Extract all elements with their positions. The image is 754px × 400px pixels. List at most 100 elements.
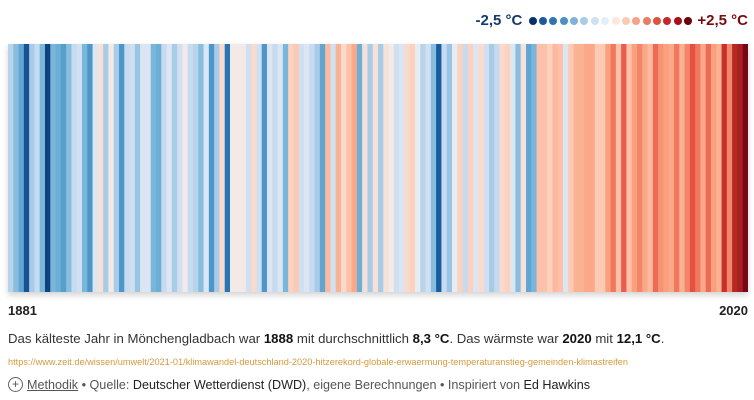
stripe-1936	[298, 44, 305, 292]
stripe-1945	[346, 44, 352, 292]
stripe-1951	[378, 44, 384, 292]
stripe-1948	[362, 44, 368, 292]
stripe-1906	[140, 44, 146, 292]
stripe-1917	[198, 44, 204, 292]
legend: -2,5 °C +2,5 °C	[476, 12, 748, 29]
stripe-1884	[23, 44, 30, 292]
stripe-2000	[637, 44, 643, 292]
stripe-1963	[441, 44, 448, 292]
stripe-1987	[568, 44, 574, 292]
stripe-1974	[499, 44, 506, 292]
stripe-1997	[621, 44, 627, 292]
stripe-2007	[674, 44, 680, 292]
stripe-1930	[267, 44, 273, 292]
end-year-label: 2020	[719, 303, 748, 318]
legend-dot	[673, 16, 682, 25]
stripe-1954	[393, 44, 400, 292]
start-year-label: 1881	[8, 303, 37, 318]
stripe-1890	[55, 44, 62, 292]
stripe-2018	[732, 44, 738, 292]
stripe-1892	[66, 44, 72, 292]
stripe-1920	[214, 44, 220, 292]
stripe-1928	[256, 44, 263, 292]
stripe-1907	[145, 44, 152, 292]
stripe-1889	[50, 44, 56, 292]
stripe-1912	[171, 44, 178, 292]
summary-part: .	[660, 331, 665, 346]
stripe-1913	[177, 44, 183, 292]
stripe-1916	[193, 44, 199, 292]
stripe-1899	[103, 44, 109, 292]
stripe-2008	[679, 44, 685, 292]
stripe-1957	[409, 44, 416, 292]
stripe-1998	[626, 44, 633, 292]
stripe-1911	[166, 44, 173, 292]
stripe-1993	[600, 44, 606, 292]
stripe-1990	[584, 44, 590, 292]
stripe-1953	[388, 44, 395, 292]
stripe-2014	[711, 44, 717, 292]
stripe-1881	[8, 44, 14, 292]
stripe-1914	[182, 44, 189, 292]
stripe-1886	[34, 44, 41, 292]
legend-dot	[538, 16, 547, 25]
stripe-1992	[594, 44, 601, 292]
stripe-1976	[510, 44, 516, 292]
stripe-2009	[684, 44, 691, 292]
legend-dot	[559, 16, 568, 25]
legend-dot	[611, 16, 620, 25]
stripe-1968	[467, 44, 474, 292]
stripe-2006	[668, 44, 675, 292]
stripe-1967	[462, 44, 469, 292]
stripe-1942	[330, 44, 337, 292]
plus-circle-icon[interactable]: +	[8, 377, 23, 392]
legend-color-scale	[527, 16, 693, 25]
stripe-1900	[108, 44, 115, 292]
stripe-1999	[631, 44, 638, 292]
legend-dot	[663, 16, 672, 25]
stripe-1934	[288, 44, 294, 292]
stripe-2001	[642, 44, 648, 292]
summary-part: . Das wärmste war	[449, 331, 563, 346]
stripe-1938	[309, 44, 315, 292]
stripe-1962	[436, 44, 442, 292]
stripe-1965	[452, 44, 458, 292]
legend-dot	[570, 16, 579, 25]
stripe-1981	[536, 44, 543, 292]
stripe-1885	[29, 44, 35, 292]
stripe-1989	[578, 44, 585, 292]
stripe-1973	[494, 44, 500, 292]
footer-text: • Quelle:	[78, 377, 133, 392]
stripe-1887	[39, 44, 46, 292]
stripe-2013	[705, 44, 712, 292]
stripe-2010	[689, 44, 696, 292]
stripe-2012	[700, 44, 707, 292]
stripe-1940	[319, 44, 326, 292]
stripe-1986	[563, 44, 569, 292]
stripe-1905	[134, 44, 141, 292]
source-url[interactable]: https://www.zeit.de/wissen/umwelt/2021-0…	[8, 357, 628, 367]
stripe-1882	[13, 44, 19, 292]
stripe-1903	[124, 44, 130, 292]
stripe-2003	[652, 44, 659, 292]
stripe-1969	[473, 44, 479, 292]
methodik-link[interactable]: Methodik	[27, 377, 79, 392]
stripe-1984	[552, 44, 559, 292]
stripe-1970	[478, 44, 485, 292]
legend-dot	[632, 16, 641, 25]
legend-dot	[580, 16, 589, 25]
stripe-1891	[60, 44, 67, 292]
legend-dot	[684, 16, 693, 25]
stripe-1893	[71, 44, 78, 292]
stripe-1896	[87, 44, 93, 292]
stripe-1959	[420, 44, 426, 292]
summary-part: mit	[591, 331, 617, 346]
stripe-1977	[515, 44, 522, 292]
stripe-2019	[737, 44, 744, 292]
legend-min-label: -2,5 °C	[475, 12, 523, 29]
stripe-2005	[663, 44, 670, 292]
stripe-1937	[304, 44, 310, 292]
stripe-1939	[314, 44, 321, 292]
stripe-1978	[520, 44, 527, 292]
stripe-2020	[742, 44, 748, 292]
